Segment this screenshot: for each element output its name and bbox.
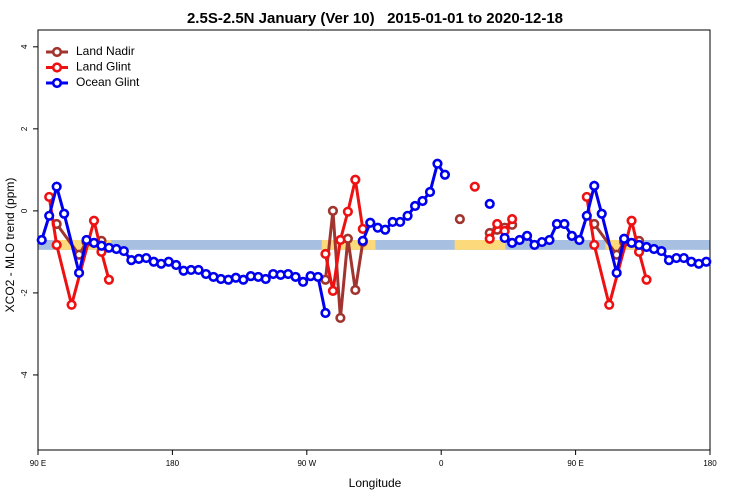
chart-title: 2.5S-2.5N January (Ver 10) 2015-01-01 to… bbox=[187, 10, 563, 27]
point bbox=[297, 276, 309, 287]
point bbox=[312, 271, 324, 283]
point bbox=[596, 208, 607, 219]
y-tick-label: 4 bbox=[20, 44, 29, 49]
point bbox=[544, 234, 555, 246]
point bbox=[238, 274, 249, 285]
point bbox=[73, 267, 85, 278]
point bbox=[51, 239, 62, 251]
y-tick-label: -2 bbox=[20, 289, 29, 297]
legend-label: Land Glint bbox=[76, 60, 131, 74]
y-tick-label: 0 bbox=[20, 208, 29, 213]
point bbox=[395, 216, 406, 228]
point bbox=[118, 245, 129, 257]
point bbox=[320, 248, 331, 260]
point bbox=[484, 198, 495, 210]
x-tick-label: 90 E bbox=[567, 459, 583, 468]
point bbox=[402, 210, 413, 221]
x-tick-label: 90 W bbox=[297, 459, 316, 468]
point bbox=[59, 208, 70, 219]
point bbox=[320, 307, 331, 319]
x-axis-label: Longitude bbox=[349, 476, 402, 490]
point bbox=[656, 245, 667, 257]
point bbox=[103, 274, 115, 285]
point bbox=[611, 267, 622, 278]
point bbox=[66, 299, 77, 310]
point bbox=[260, 273, 271, 285]
point bbox=[641, 274, 652, 285]
point bbox=[566, 230, 577, 241]
point bbox=[619, 233, 630, 244]
point bbox=[380, 224, 391, 235]
point bbox=[36, 234, 47, 246]
point bbox=[432, 158, 443, 169]
point bbox=[342, 206, 353, 217]
point bbox=[604, 299, 615, 310]
point bbox=[350, 174, 361, 185]
point bbox=[589, 239, 600, 251]
point bbox=[335, 312, 346, 324]
point bbox=[193, 264, 204, 276]
point bbox=[350, 284, 361, 296]
point bbox=[581, 210, 592, 221]
legend-marker bbox=[51, 77, 63, 89]
point bbox=[439, 169, 451, 180]
legend-marker bbox=[51, 62, 63, 73]
point bbox=[409, 200, 421, 212]
legend-label: Land Nadir bbox=[76, 44, 135, 58]
point bbox=[141, 252, 152, 264]
point bbox=[51, 181, 62, 192]
point bbox=[574, 234, 585, 246]
x-tick-label: 180 bbox=[703, 459, 717, 468]
point bbox=[365, 217, 376, 228]
point bbox=[357, 235, 368, 246]
point bbox=[626, 215, 637, 226]
point bbox=[88, 215, 100, 226]
y-axis-label: XCO2 - MLO trend (ppm) bbox=[3, 178, 17, 313]
point bbox=[678, 252, 689, 264]
legend-marker bbox=[51, 46, 63, 58]
x-tick-label: 0 bbox=[439, 459, 444, 468]
point bbox=[424, 186, 436, 198]
point bbox=[521, 230, 533, 241]
point bbox=[499, 232, 510, 244]
point bbox=[327, 285, 339, 296]
point bbox=[701, 256, 712, 267]
series-line bbox=[55, 210, 640, 319]
x-tick-label: 90 E bbox=[30, 459, 46, 468]
y-tick-label: -4 bbox=[20, 371, 29, 379]
point bbox=[469, 181, 480, 192]
point bbox=[327, 205, 339, 216]
point bbox=[335, 234, 346, 246]
x-tick-label: 180 bbox=[166, 459, 180, 468]
point bbox=[484, 233, 495, 244]
point bbox=[417, 195, 428, 207]
point bbox=[171, 259, 182, 271]
point bbox=[290, 271, 301, 283]
y-tick-label: 2 bbox=[20, 126, 29, 131]
point bbox=[454, 213, 465, 225]
point bbox=[44, 210, 55, 221]
point bbox=[507, 213, 518, 225]
point bbox=[559, 218, 570, 230]
point bbox=[514, 234, 525, 246]
point bbox=[492, 218, 503, 230]
highlight bbox=[454, 240, 506, 250]
legend-label: Ocean Glint bbox=[76, 75, 140, 89]
point bbox=[589, 180, 600, 191]
